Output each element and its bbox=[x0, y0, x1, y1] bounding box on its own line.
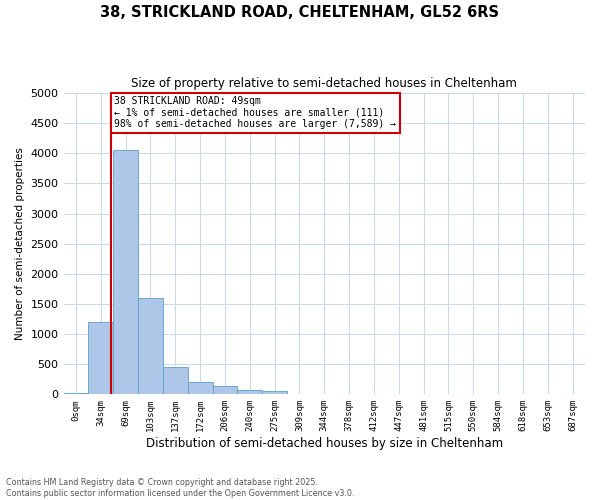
Bar bbox=[138, 298, 163, 394]
Text: Contains HM Land Registry data © Crown copyright and database right 2025.
Contai: Contains HM Land Registry data © Crown c… bbox=[6, 478, 355, 498]
Bar bbox=[262, 390, 287, 394]
Bar bbox=[88, 322, 113, 394]
Bar bbox=[238, 390, 262, 394]
Title: Size of property relative to semi-detached houses in Cheltenham: Size of property relative to semi-detach… bbox=[131, 78, 517, 90]
Text: 38 STRICKLAND ROAD: 49sqm
← 1% of semi-detached houses are smaller (111)
98% of : 38 STRICKLAND ROAD: 49sqm ← 1% of semi-d… bbox=[115, 96, 397, 130]
Bar bbox=[212, 386, 238, 394]
X-axis label: Distribution of semi-detached houses by size in Cheltenham: Distribution of semi-detached houses by … bbox=[146, 437, 503, 450]
Bar bbox=[113, 150, 138, 394]
Bar bbox=[64, 393, 88, 394]
Text: 38, STRICKLAND ROAD, CHELTENHAM, GL52 6RS: 38, STRICKLAND ROAD, CHELTENHAM, GL52 6R… bbox=[101, 5, 499, 20]
Bar bbox=[188, 382, 212, 394]
Y-axis label: Number of semi-detached properties: Number of semi-detached properties bbox=[15, 148, 25, 340]
Bar bbox=[163, 366, 188, 394]
